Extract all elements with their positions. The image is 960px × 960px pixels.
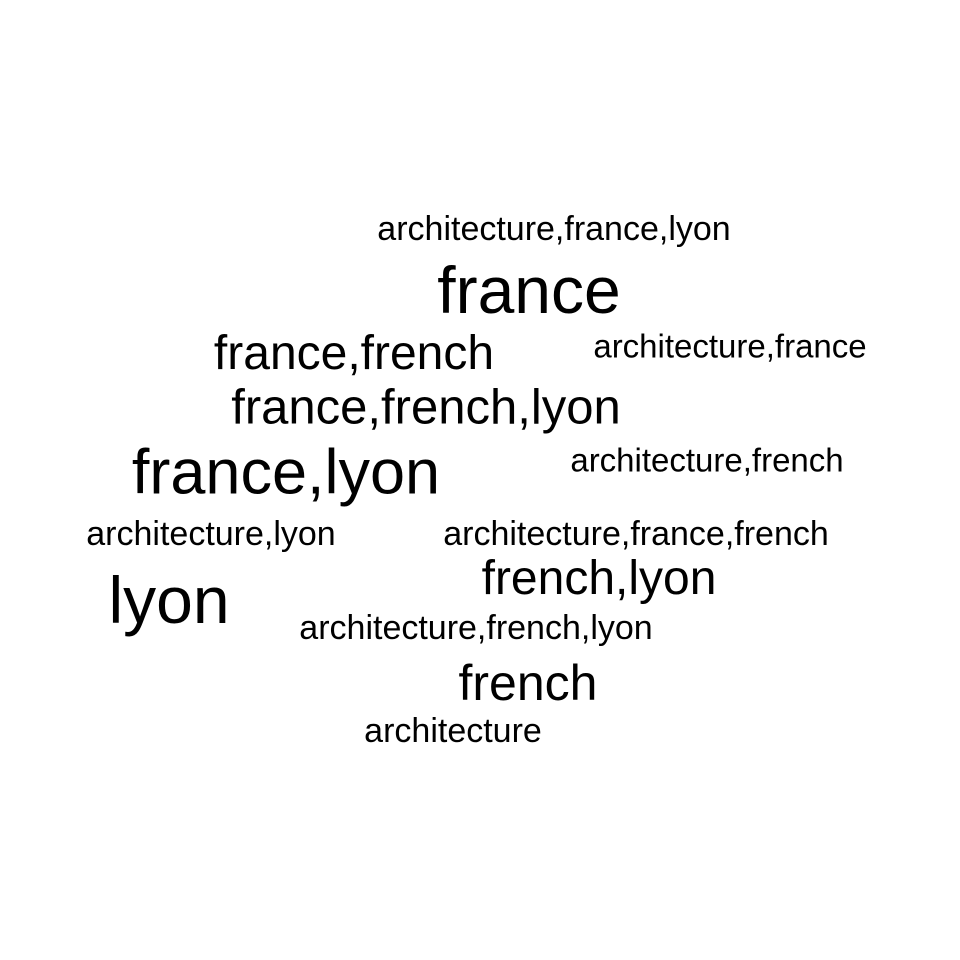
- word-france: france: [437, 253, 621, 327]
- word-architecture-france-lyon: architecture,france,lyon: [377, 210, 731, 248]
- word-france-french-lyon: france,french,lyon: [231, 380, 621, 435]
- word-french-lyon: french,lyon: [481, 552, 717, 605]
- word-lyon: lyon: [108, 563, 230, 637]
- word-architecture-french: architecture,french: [570, 441, 844, 479]
- word-france-french: france,french: [213, 327, 495, 380]
- word-architecture-french-lyon: architecture,french,lyon: [299, 609, 653, 647]
- word-architecture-france-french: architecture,france,french: [443, 515, 829, 553]
- word-architecture: architecture: [364, 712, 542, 750]
- word-french: french: [458, 655, 598, 711]
- word-architecture-france: architecture,france: [593, 327, 867, 365]
- word-architecture-lyon: architecture,lyon: [86, 515, 336, 553]
- word-france-lyon: france,lyon: [131, 437, 441, 508]
